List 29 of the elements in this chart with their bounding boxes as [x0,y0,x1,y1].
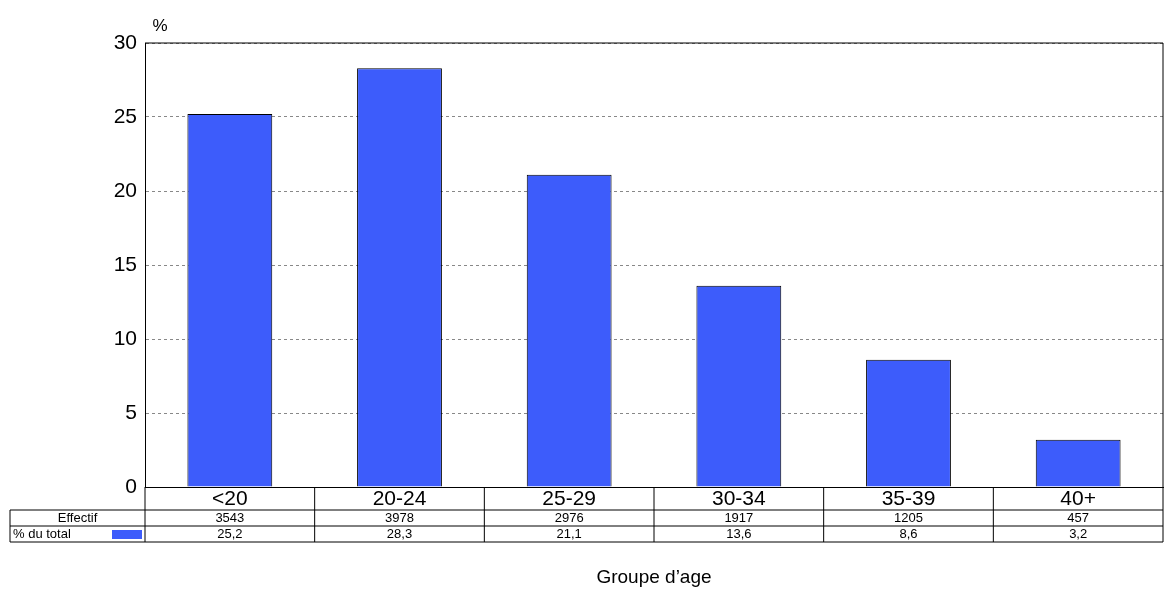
text: 3543 [215,509,245,525]
y-tick-label: 10 [113,325,137,349]
data-label: 25,2 [217,525,243,541]
y-axis-title: % [152,15,168,35]
data-label: 8,6 [899,525,918,541]
x-tick-label: 20-24 [372,486,427,510]
y-tick-label: 0 [125,473,137,497]
data-label: 3,2 [1069,525,1088,541]
x-tick-label: 30-34 [711,486,766,510]
text: % du total [13,525,71,541]
x-tick-label: 40+ [1060,486,1096,510]
text: 2976 [554,509,584,525]
y-tick-label: 15 [113,251,137,275]
y-tick-label: 20 [113,177,137,201]
x-tick-label: 25-29 [542,486,597,510]
x-axis-title: Groupe d’age [596,566,712,588]
x-tick-label: 35-39 [881,486,936,510]
text: 457 [1067,509,1090,525]
x-tick-label: <20 [212,486,248,510]
text: 1917 [724,509,754,525]
text: 3978 [385,509,414,525]
text: Effectif [57,509,98,525]
y-tick-label: 30 [113,29,137,53]
data-label: 21,1 [556,525,582,541]
y-tick-label: 25 [113,103,137,127]
data-label: 28,3 [386,525,413,541]
y-tick-label: 5 [125,399,137,423]
data-label: 13,6 [726,525,752,541]
text: 1205 [894,509,923,525]
